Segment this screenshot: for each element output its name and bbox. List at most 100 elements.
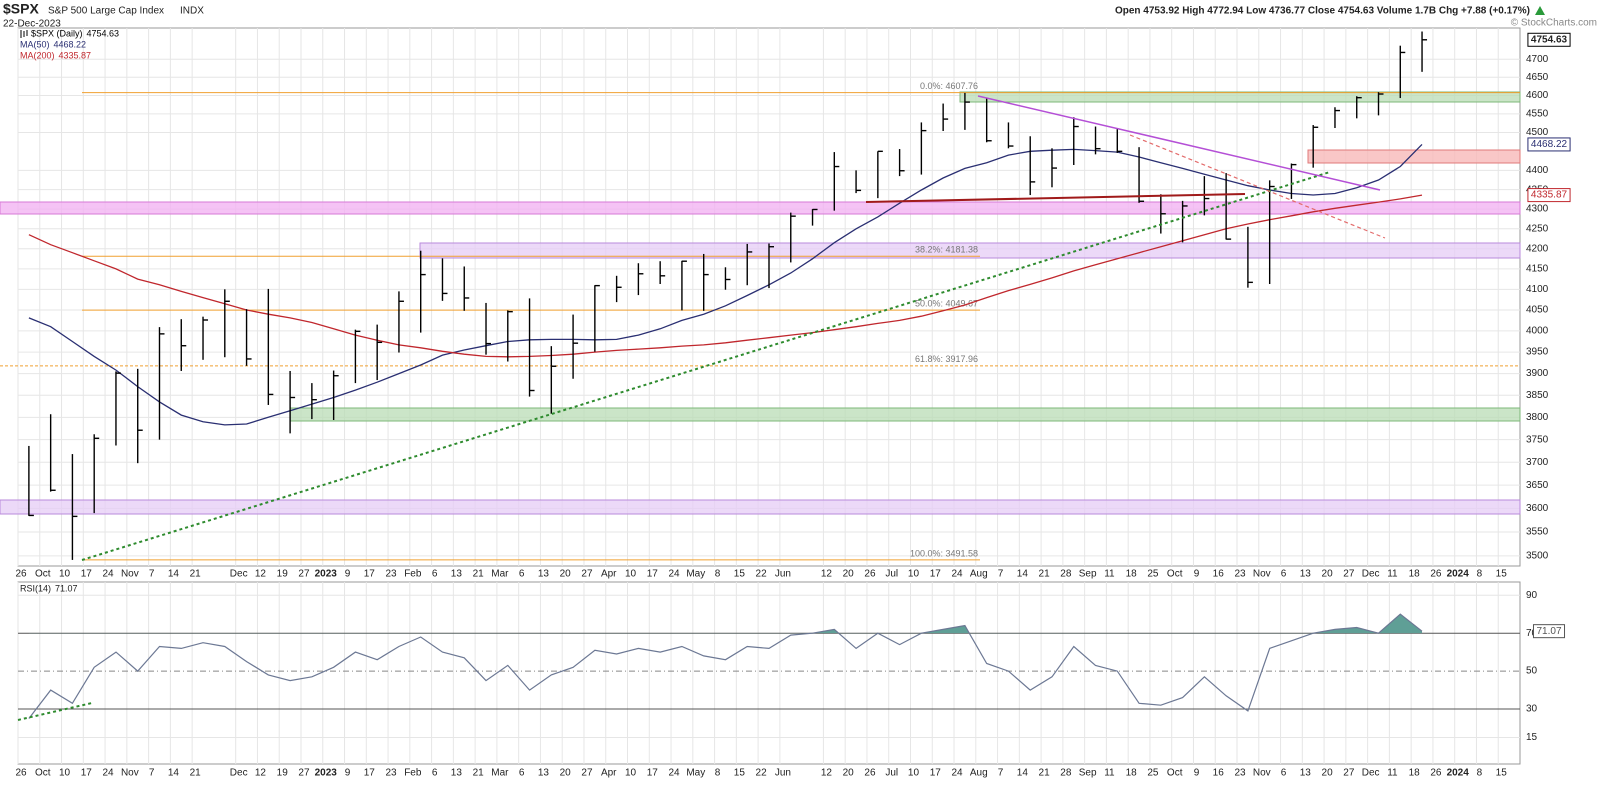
x-tick-label: 18 [1409, 768, 1421, 779]
x-tick-label: 22 [756, 768, 768, 779]
x-tick-label: 17 [81, 768, 93, 779]
x-tick-label: Nov [121, 569, 139, 580]
x-tick-label: 15 [1496, 768, 1508, 779]
legend-value: 4754.63 [87, 28, 120, 38]
x-tick-label: 6 [432, 768, 438, 779]
x-tick-label: 12 [821, 569, 833, 580]
y-tick-label: 90 [1526, 590, 1538, 601]
x-tick-label: 21 [473, 768, 485, 779]
x-tick-label: Dec [230, 768, 248, 779]
x-tick-label: 6 [519, 768, 525, 779]
x-tick-label: 17 [647, 569, 659, 580]
y-tick-label: 4050 [1526, 305, 1549, 316]
x-tick-label: 6 [1281, 569, 1287, 580]
x-tick-label: Jul [885, 569, 898, 580]
x-tick-label: 25 [1147, 569, 1159, 580]
date: 22-Dec-2023 [3, 19, 61, 30]
x-tick-label: 15 [1496, 569, 1508, 580]
y-tick-label: 70 [1526, 628, 1538, 639]
x-tick-label: Sep [1079, 569, 1097, 580]
x-tick-label: 25 [1147, 768, 1159, 779]
zones [0, 91, 1521, 515]
x-tick-label: 20 [1322, 569, 1334, 580]
y-tick-label: 30 [1526, 704, 1538, 715]
legend-value: 4468.22 [54, 39, 87, 49]
x-tick-label: 12 [821, 768, 833, 779]
legend-value: 4335.87 [59, 50, 92, 60]
x-tick-label: 10 [908, 768, 920, 779]
trendline [17, 702, 93, 721]
value-box-label: 4335.87 [1531, 190, 1568, 201]
x-tick-label: Apr [601, 768, 617, 779]
value-box-label: 4754.63 [1531, 34, 1568, 45]
x-tick-label: 19 [277, 768, 289, 779]
x-tick-label: Sep [1079, 768, 1097, 779]
x-tick-label: 8 [715, 768, 721, 779]
y-tick-label: 50 [1526, 666, 1538, 677]
x-tick-label: 26 [15, 569, 27, 580]
x-tick-label: 11 [1387, 569, 1398, 580]
fib-label: 100.0%: 3491.58 [910, 548, 978, 558]
rsi-panel [17, 581, 1521, 765]
y-tick-label: 4600 [1526, 90, 1549, 101]
x-tick-label: 20 [560, 569, 572, 580]
ma-line [28, 194, 1423, 358]
ticker: $SPX [3, 1, 39, 17]
marks [28, 31, 1428, 719]
x-tick-label: 23 [385, 768, 397, 779]
zone [959, 91, 1521, 103]
x-tick-label: 10 [625, 768, 637, 779]
x-tick-label: 22 [756, 569, 768, 580]
rsi-line [28, 613, 1423, 719]
x-tick-label: 12 [255, 569, 267, 580]
x-tick-label: Aug [970, 768, 988, 779]
x-tick-label: 27 [298, 569, 310, 580]
x-tick-label: 2023 [315, 569, 338, 580]
x-tick-label: 23 [1234, 768, 1246, 779]
x-tick-label: 10 [59, 569, 71, 580]
y-tick-label: 4550 [1526, 109, 1549, 120]
x-tick-label: 18 [1126, 768, 1138, 779]
x-tick-label: 17 [364, 569, 376, 580]
x-tick-label: 28 [1060, 569, 1072, 580]
axis-labels: 26 Oct 10 17 24 Nov 7 14 21 Dec 12 19 27 2023 9 17 23 Feb… [15, 32, 1571, 779]
x-tick-label: 6 [519, 569, 525, 580]
rsi-overbought-fill [812, 614, 1422, 634]
x-tick-label: Nov [1253, 768, 1271, 779]
x-tick-label: 14 [168, 768, 180, 779]
x-tick-label: 12 [255, 768, 267, 779]
x-tick-label: 14 [168, 569, 180, 580]
x-tick-label: 27 [581, 569, 593, 580]
y-tick-label: 4650 [1526, 72, 1549, 83]
x-tick-label: 27 [1343, 569, 1355, 580]
y-tick-label: 4100 [1526, 284, 1549, 295]
x-tick-label: 9 [345, 569, 351, 580]
x-tick-label: 14 [1017, 768, 1029, 779]
y-tick-label: 4000 [1526, 326, 1549, 337]
x-tick-label: 21 [190, 768, 202, 779]
grid [17, 28, 1520, 764]
x-tick-label: 27 [1343, 768, 1355, 779]
x-tick-label: Feb [404, 768, 422, 779]
value-box [1527, 32, 1571, 47]
x-tick-label: 26 [15, 768, 27, 779]
fib-levels: 0.0%: 4607.76 38.2%: 4181.38 50.0%: 4049.6… [0, 81, 1520, 561]
ma-line [28, 143, 1423, 426]
x-tick-label: 20 [560, 768, 572, 779]
y-tick-label: 3500 [1526, 551, 1549, 562]
y-tick-label: 4250 [1526, 223, 1549, 234]
y-tick-label: 4400 [1526, 165, 1549, 176]
x-tick-label: 19 [277, 569, 289, 580]
x-tick-label: 13 [538, 569, 550, 580]
fib-label: 61.8%: 3917.96 [915, 354, 978, 364]
x-tick-label: 7 [149, 768, 155, 779]
trendline [1129, 134, 1386, 239]
y-tick-label: 4500 [1526, 127, 1549, 138]
quote: Open 4753.92 High 4772.94 Low 4736.77 Cl… [1115, 6, 1530, 17]
x-tick-label: 11 [1104, 569, 1115, 580]
up-arrow [1535, 6, 1545, 15]
x-tick-label: 11 [1387, 768, 1398, 779]
y-tick-label: 3750 [1526, 434, 1549, 445]
